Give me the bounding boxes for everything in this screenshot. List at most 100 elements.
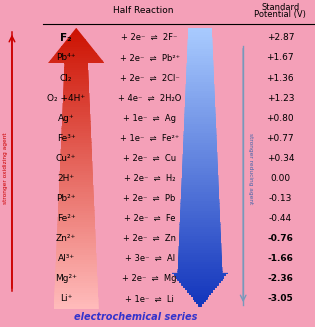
- Polygon shape: [180, 213, 220, 215]
- Polygon shape: [54, 290, 98, 293]
- Polygon shape: [185, 95, 215, 98]
- Polygon shape: [62, 107, 90, 110]
- Polygon shape: [178, 252, 222, 255]
- Polygon shape: [55, 281, 98, 283]
- Polygon shape: [61, 131, 91, 133]
- Polygon shape: [56, 250, 96, 253]
- Polygon shape: [71, 32, 82, 35]
- Text: F₂: F₂: [60, 33, 72, 43]
- Polygon shape: [182, 159, 218, 161]
- Polygon shape: [186, 81, 215, 84]
- Polygon shape: [55, 276, 98, 279]
- Polygon shape: [178, 262, 222, 265]
- Polygon shape: [55, 274, 97, 276]
- Polygon shape: [187, 39, 213, 42]
- Polygon shape: [177, 278, 223, 281]
- Text: -0.44: -0.44: [269, 214, 292, 223]
- Text: + 1e⁻  ⇌  Fe²⁺: + 1e⁻ ⇌ Fe²⁺: [120, 134, 179, 143]
- Polygon shape: [60, 166, 93, 168]
- Polygon shape: [60, 157, 92, 159]
- Polygon shape: [57, 224, 95, 227]
- Text: Al³⁺: Al³⁺: [58, 254, 75, 263]
- Polygon shape: [58, 203, 94, 206]
- Polygon shape: [182, 168, 218, 171]
- Polygon shape: [55, 271, 97, 274]
- Polygon shape: [56, 241, 96, 243]
- Polygon shape: [196, 302, 204, 304]
- Text: Cl₂: Cl₂: [60, 74, 72, 82]
- Polygon shape: [56, 260, 97, 262]
- Polygon shape: [178, 248, 222, 250]
- Text: Zn²⁺: Zn²⁺: [56, 234, 76, 243]
- Polygon shape: [59, 185, 94, 187]
- Polygon shape: [182, 154, 218, 157]
- Polygon shape: [59, 187, 94, 190]
- Polygon shape: [186, 70, 214, 72]
- Polygon shape: [62, 121, 91, 124]
- Polygon shape: [63, 84, 89, 86]
- Polygon shape: [183, 133, 217, 136]
- Polygon shape: [179, 241, 221, 243]
- Polygon shape: [185, 105, 215, 108]
- Polygon shape: [54, 285, 98, 288]
- Polygon shape: [187, 44, 213, 46]
- Polygon shape: [64, 65, 89, 68]
- Polygon shape: [179, 281, 221, 283]
- Text: + 2e⁻  ⇌  Pb: + 2e⁻ ⇌ Pb: [123, 194, 176, 203]
- Polygon shape: [63, 95, 90, 98]
- Polygon shape: [180, 199, 220, 201]
- Text: -0.76: -0.76: [267, 234, 293, 243]
- Polygon shape: [57, 232, 96, 234]
- Polygon shape: [179, 232, 221, 234]
- Polygon shape: [55, 262, 97, 265]
- Polygon shape: [60, 154, 92, 157]
- Polygon shape: [60, 147, 92, 150]
- Polygon shape: [181, 180, 219, 182]
- Polygon shape: [184, 117, 216, 119]
- Text: Standard: Standard: [261, 3, 300, 12]
- Polygon shape: [67, 37, 86, 40]
- Polygon shape: [186, 65, 214, 68]
- Polygon shape: [58, 196, 94, 199]
- Polygon shape: [61, 143, 92, 145]
- Polygon shape: [179, 238, 221, 241]
- Polygon shape: [60, 161, 93, 164]
- Polygon shape: [63, 81, 89, 84]
- Polygon shape: [179, 243, 221, 246]
- Polygon shape: [186, 58, 214, 60]
- Polygon shape: [184, 121, 216, 124]
- Polygon shape: [59, 46, 93, 49]
- Polygon shape: [58, 213, 95, 215]
- Polygon shape: [180, 220, 220, 222]
- Polygon shape: [185, 103, 215, 105]
- Polygon shape: [57, 227, 95, 229]
- Polygon shape: [59, 194, 94, 197]
- Polygon shape: [172, 271, 228, 274]
- Polygon shape: [61, 135, 91, 138]
- Polygon shape: [58, 201, 94, 203]
- Polygon shape: [186, 67, 214, 70]
- Polygon shape: [57, 222, 95, 225]
- Polygon shape: [61, 129, 91, 131]
- Text: +0.80: +0.80: [266, 114, 294, 123]
- Polygon shape: [187, 49, 213, 51]
- Polygon shape: [185, 100, 215, 103]
- Polygon shape: [57, 229, 95, 232]
- Polygon shape: [59, 189, 94, 192]
- Polygon shape: [56, 257, 97, 260]
- Polygon shape: [60, 152, 92, 154]
- Polygon shape: [62, 110, 90, 112]
- Polygon shape: [183, 147, 217, 150]
- Polygon shape: [181, 192, 219, 194]
- Polygon shape: [186, 84, 215, 86]
- Polygon shape: [59, 178, 93, 180]
- Polygon shape: [61, 133, 91, 136]
- Text: +1.23: +1.23: [266, 94, 294, 103]
- Polygon shape: [192, 297, 208, 300]
- Polygon shape: [58, 208, 94, 211]
- Polygon shape: [61, 138, 92, 140]
- Polygon shape: [54, 292, 98, 295]
- Polygon shape: [188, 32, 212, 35]
- Polygon shape: [56, 243, 96, 246]
- Text: -2.36: -2.36: [267, 274, 293, 284]
